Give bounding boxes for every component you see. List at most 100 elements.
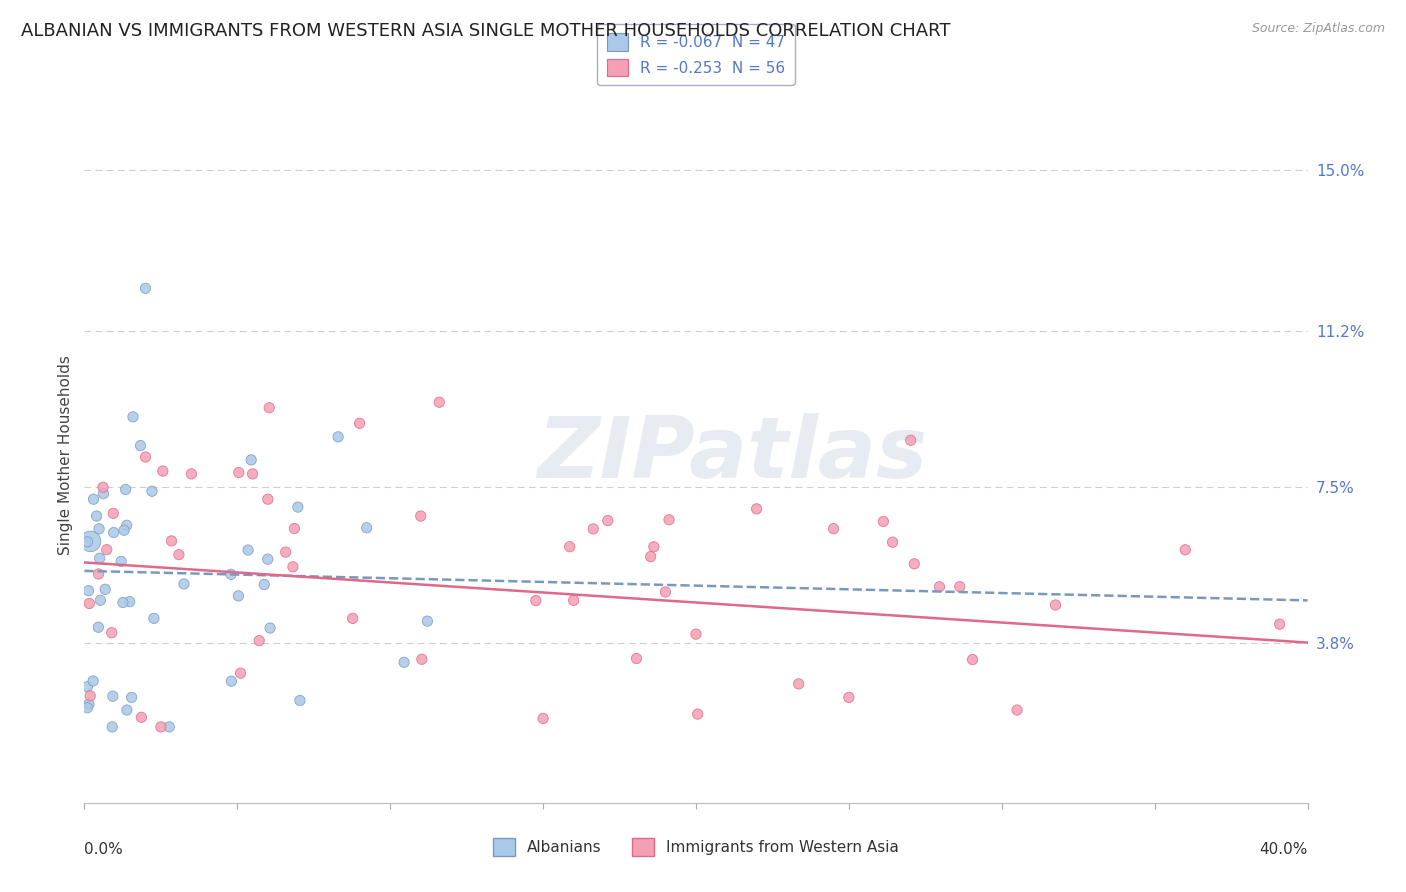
Point bbox=[228, 466, 250, 480]
Point bbox=[409, 509, 432, 524]
Point bbox=[229, 666, 252, 681]
Point bbox=[823, 522, 845, 536]
Point bbox=[103, 507, 125, 521]
Text: ZIPatlas: ZIPatlas bbox=[537, 413, 928, 497]
Point bbox=[83, 492, 105, 507]
Point bbox=[219, 567, 242, 582]
Point bbox=[157, 720, 180, 734]
Point bbox=[86, 509, 108, 524]
Point bbox=[221, 674, 243, 689]
Point bbox=[160, 533, 183, 548]
Point bbox=[562, 593, 585, 607]
Point bbox=[257, 401, 280, 415]
Point bbox=[228, 589, 250, 603]
Point bbox=[135, 281, 157, 295]
Point bbox=[121, 690, 143, 705]
Point bbox=[135, 450, 157, 464]
Point bbox=[79, 534, 101, 549]
Point bbox=[131, 710, 153, 724]
Point bbox=[173, 577, 195, 591]
Point bbox=[76, 534, 98, 549]
Point bbox=[77, 597, 100, 611]
Point bbox=[149, 720, 172, 734]
Point bbox=[256, 552, 278, 566]
Point bbox=[242, 467, 264, 481]
Point bbox=[82, 673, 104, 688]
Point bbox=[349, 417, 371, 431]
Point bbox=[240, 453, 263, 467]
Point bbox=[115, 518, 138, 533]
Point bbox=[626, 651, 648, 665]
Point bbox=[686, 707, 709, 722]
Point bbox=[838, 690, 860, 705]
Point bbox=[685, 627, 707, 641]
Point bbox=[142, 611, 165, 625]
Point bbox=[283, 522, 305, 536]
Point bbox=[928, 580, 950, 594]
Point bbox=[180, 467, 202, 481]
Point bbox=[114, 483, 136, 497]
Point bbox=[558, 540, 581, 554]
Point bbox=[640, 549, 662, 564]
Text: 0.0%: 0.0% bbox=[84, 842, 124, 856]
Text: ALBANIAN VS IMMIGRANTS FROM WESTERN ASIA SINGLE MOTHER HOUSEHOLDS CORRELATION CH: ALBANIAN VS IMMIGRANTS FROM WESTERN ASIA… bbox=[21, 22, 950, 40]
Point bbox=[281, 559, 304, 574]
Point bbox=[76, 700, 98, 714]
Point bbox=[1005, 703, 1028, 717]
Point bbox=[416, 614, 439, 628]
Point bbox=[596, 514, 619, 528]
Point bbox=[129, 439, 152, 453]
Point bbox=[253, 577, 276, 591]
Point bbox=[531, 711, 554, 725]
Point bbox=[77, 583, 100, 598]
Point bbox=[287, 500, 309, 514]
Point bbox=[94, 582, 117, 597]
Point bbox=[118, 594, 141, 608]
Point bbox=[112, 523, 135, 537]
Point bbox=[87, 522, 110, 536]
Point bbox=[356, 521, 378, 535]
Point bbox=[115, 703, 138, 717]
Point bbox=[949, 580, 972, 594]
Point bbox=[247, 633, 270, 648]
Point bbox=[122, 409, 145, 424]
Point bbox=[582, 522, 605, 536]
Point bbox=[89, 593, 111, 607]
Text: 40.0%: 40.0% bbox=[1260, 842, 1308, 856]
Point bbox=[900, 434, 922, 448]
Point bbox=[259, 621, 281, 635]
Point bbox=[787, 677, 810, 691]
Point bbox=[87, 566, 110, 581]
Point bbox=[101, 689, 124, 703]
Point bbox=[89, 551, 111, 566]
Point bbox=[103, 525, 125, 540]
Point bbox=[79, 689, 101, 703]
Y-axis label: Single Mother Households: Single Mother Households bbox=[58, 355, 73, 555]
Point bbox=[288, 693, 311, 707]
Point bbox=[524, 593, 547, 607]
Point bbox=[141, 484, 163, 499]
Point bbox=[274, 545, 297, 559]
Text: Source: ZipAtlas.com: Source: ZipAtlas.com bbox=[1251, 22, 1385, 36]
Point bbox=[1268, 617, 1291, 632]
Point bbox=[152, 464, 174, 478]
Point bbox=[392, 655, 415, 669]
Point bbox=[882, 535, 904, 549]
Point bbox=[96, 542, 118, 557]
Point bbox=[342, 611, 364, 625]
Point bbox=[903, 557, 925, 571]
Point bbox=[76, 680, 98, 694]
Point bbox=[658, 513, 681, 527]
Point bbox=[427, 395, 450, 409]
Point bbox=[101, 720, 124, 734]
Point bbox=[236, 543, 259, 558]
Point bbox=[100, 625, 122, 640]
Point bbox=[1174, 542, 1197, 557]
Point bbox=[93, 486, 115, 500]
Point bbox=[1045, 598, 1067, 612]
Point bbox=[111, 595, 134, 609]
Point bbox=[167, 548, 190, 562]
Point bbox=[91, 480, 114, 494]
Point bbox=[257, 492, 280, 507]
Point bbox=[87, 620, 110, 634]
